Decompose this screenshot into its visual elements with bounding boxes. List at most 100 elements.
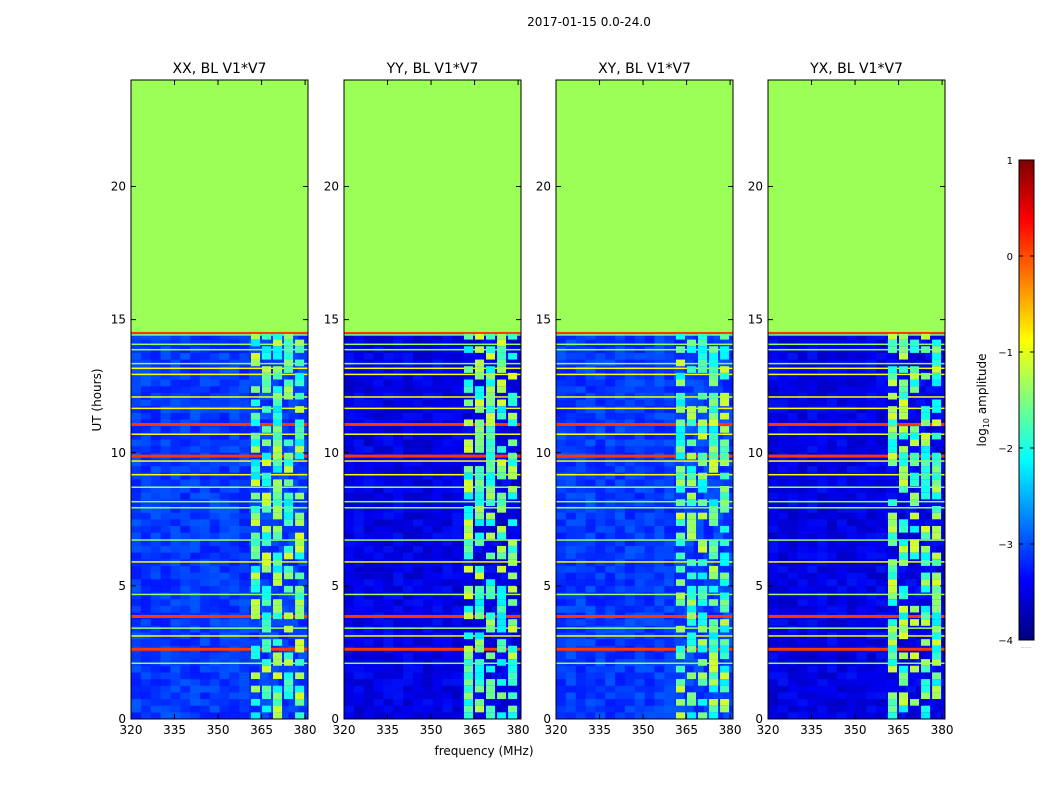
heat-cell [268, 519, 279, 527]
heat-cell [807, 426, 818, 434]
data-end-line [556, 331, 733, 334]
heat-cell [575, 599, 586, 607]
heat-cell [131, 439, 142, 447]
heat-cell [674, 339, 685, 347]
heat-cell [383, 459, 394, 467]
heat-cell [654, 446, 665, 454]
heat-cell [817, 539, 828, 547]
heat-cell [703, 532, 714, 540]
heat-cell [915, 539, 926, 547]
heat-cell [373, 619, 384, 627]
heat-cell [575, 672, 586, 680]
heat-cell [595, 619, 606, 627]
heat-cell [199, 572, 211, 580]
heat-cell [344, 406, 355, 414]
rfi-band-cell [709, 399, 719, 407]
heat-cell [777, 539, 789, 547]
heat-cell [442, 366, 453, 374]
heat-cell [634, 532, 645, 540]
heat-cell [644, 426, 655, 434]
heat-cell [634, 426, 645, 434]
heat-cell [827, 446, 838, 454]
heat-cell [817, 545, 828, 554]
heat-cell [403, 652, 414, 660]
heat-cell [807, 532, 818, 540]
heat-cell [585, 685, 596, 693]
heat-cell [624, 406, 636, 414]
heat-cell [595, 685, 606, 693]
rfi-band-cell [463, 479, 473, 487]
heat-cell [288, 545, 299, 554]
heat-cell [787, 639, 798, 647]
heat-cell [373, 412, 384, 420]
rfi-time-line [768, 343, 945, 346]
rfi-time-line [131, 662, 308, 665]
heat-cell [383, 532, 394, 540]
heat-cell [393, 479, 404, 487]
heat-cell [817, 692, 828, 700]
heat-cell [209, 639, 220, 647]
heat-cell [703, 479, 714, 487]
x-tick-label: 335 [163, 723, 186, 737]
heat-cell [556, 499, 567, 507]
heat-cell [787, 619, 798, 627]
heat-cell [565, 432, 577, 440]
heat-cell [432, 399, 443, 407]
heat-cell [797, 399, 808, 407]
rfi-band-cell [720, 685, 730, 693]
heat-cell [432, 665, 443, 673]
heat-cell [817, 386, 828, 394]
heat-cell [344, 506, 355, 514]
rfi-band-cell [250, 599, 260, 606]
heat-cell [209, 599, 220, 607]
heat-cell [219, 699, 230, 707]
heat-cell [703, 439, 714, 447]
heat-cell [140, 499, 152, 507]
heat-cell [393, 619, 404, 627]
rfi-band-cell [887, 432, 897, 440]
heat-cell [895, 565, 907, 574]
heat-cell [288, 712, 299, 720]
heat-cell [209, 585, 220, 594]
heat-cell [239, 412, 250, 420]
heat-cell [501, 592, 512, 600]
heat-cell [807, 386, 818, 394]
rfi-band-cell [887, 592, 897, 600]
heat-cell [363, 525, 374, 534]
heat-cell [925, 379, 936, 387]
heat-cell [160, 412, 171, 420]
heat-cell [925, 352, 936, 361]
heat-cell [683, 352, 695, 361]
heat-cell [432, 692, 443, 700]
heat-cell [895, 512, 907, 520]
heat-cell [797, 539, 808, 547]
heat-cell [876, 486, 887, 494]
heat-cell [229, 412, 240, 420]
heat-cell [412, 585, 424, 594]
rfi-band-cell [698, 545, 708, 553]
heat-cell [442, 685, 453, 693]
heat-cell [595, 506, 606, 514]
heat-cell [807, 472, 818, 480]
heat-cell [491, 692, 502, 700]
rfi-band-cell [486, 406, 496, 413]
rfi-band-cell [284, 565, 294, 573]
heat-cell [807, 679, 818, 687]
rfi-band-cell [250, 652, 260, 660]
heat-cell [150, 572, 161, 580]
heat-cell [644, 499, 655, 507]
heat-cell [846, 552, 857, 560]
rfi-band-cell [463, 552, 473, 560]
heat-cell [412, 572, 424, 580]
heat-cell [160, 592, 171, 600]
heat-cell [140, 439, 152, 447]
heat-cell [239, 625, 250, 633]
rfi-band-cell [463, 519, 473, 526]
heat-cell [905, 592, 916, 600]
heat-cell [836, 699, 848, 707]
heat-cell [180, 532, 191, 540]
heat-cell [288, 592, 299, 600]
rfi-band-cell [887, 346, 897, 353]
heat-cell [827, 432, 838, 440]
heat-cell [363, 332, 374, 341]
